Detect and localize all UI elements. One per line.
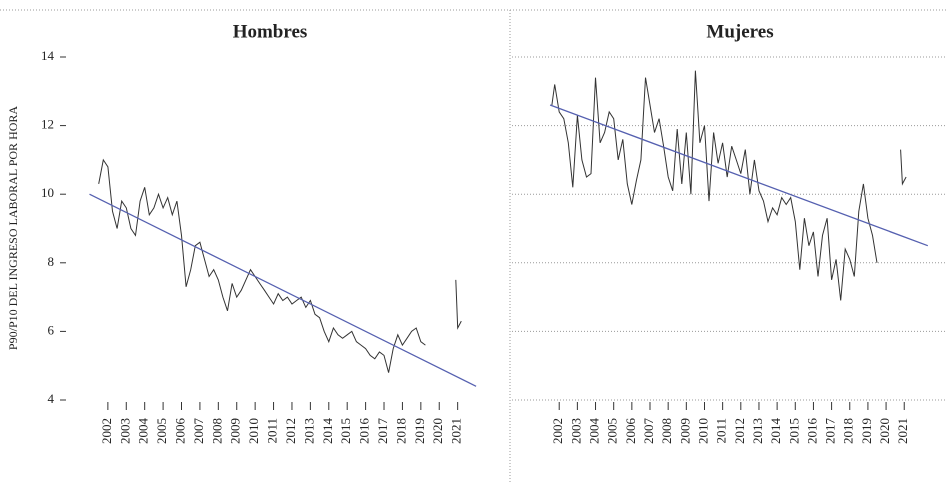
x-tick-label: 2015 [338,418,353,444]
y-tick-label: 10 [41,185,54,200]
y-axis-label: P90/P10 DEL INGRESO LABORAL POR HORA [6,106,20,350]
y-tick-label: 6 [48,322,55,337]
x-tick-label: 2005 [154,418,169,444]
x-tick-label: 2004 [587,418,602,445]
x-tick-label: 2014 [768,418,783,445]
x-tick-label: 2002 [550,418,565,444]
x-tick-label: 2018 [841,418,856,444]
data-line [98,158,462,373]
y-tick-label: 4 [48,391,55,406]
x-tick-label: 2010 [246,418,261,444]
x-tick-label: 2020 [877,418,892,444]
x-tick-label: 2003 [117,418,132,444]
x-tick-label: 2008 [659,418,674,444]
x-tick-label: 2009 [228,418,243,444]
x-tick-label: 2012 [283,418,298,444]
x-tick-label: 2019 [412,418,427,444]
x-tick-label: 2008 [209,418,224,444]
x-tick-label: 2004 [136,418,151,445]
x-tick-label: 2010 [695,418,710,444]
x-tick-label: 2021 [895,418,910,444]
panel-title: Hombres [233,21,308,42]
x-tick-label: 2011 [714,418,729,444]
x-tick-label: 2006 [623,418,638,445]
x-tick-label: 2020 [430,418,445,444]
y-tick-label: 12 [41,117,54,132]
y-tick-label: 8 [48,254,55,269]
x-tick-label: 2017 [375,418,390,445]
x-tick-label: 2018 [393,418,408,444]
x-tick-label: 2021 [449,418,464,444]
x-tick-label: 2011 [265,418,280,444]
x-tick-label: 2019 [859,418,874,444]
x-tick-label: 2009 [677,418,692,444]
panel-title: Mujeres [706,21,773,42]
trend-line [549,104,929,247]
x-tick-label: 2003 [568,418,583,444]
data-line [551,70,907,301]
x-tick-label: 2007 [191,418,206,445]
x-tick-label: 2012 [732,418,747,444]
x-tick-label: 2007 [641,418,656,445]
x-tick-label: 2016 [357,418,372,445]
x-tick-label: 2015 [786,418,801,444]
y-tick-label: 14 [41,48,55,63]
x-tick-label: 2005 [605,418,620,444]
x-tick-label: 2002 [99,418,114,444]
x-tick-label: 2014 [320,418,335,445]
x-tick-label: 2017 [823,418,838,445]
trend-line [89,193,477,387]
x-tick-label: 2013 [301,418,316,444]
x-tick-label: 2013 [750,418,765,444]
x-tick-label: 2006 [172,418,187,445]
x-tick-label: 2016 [804,418,819,445]
